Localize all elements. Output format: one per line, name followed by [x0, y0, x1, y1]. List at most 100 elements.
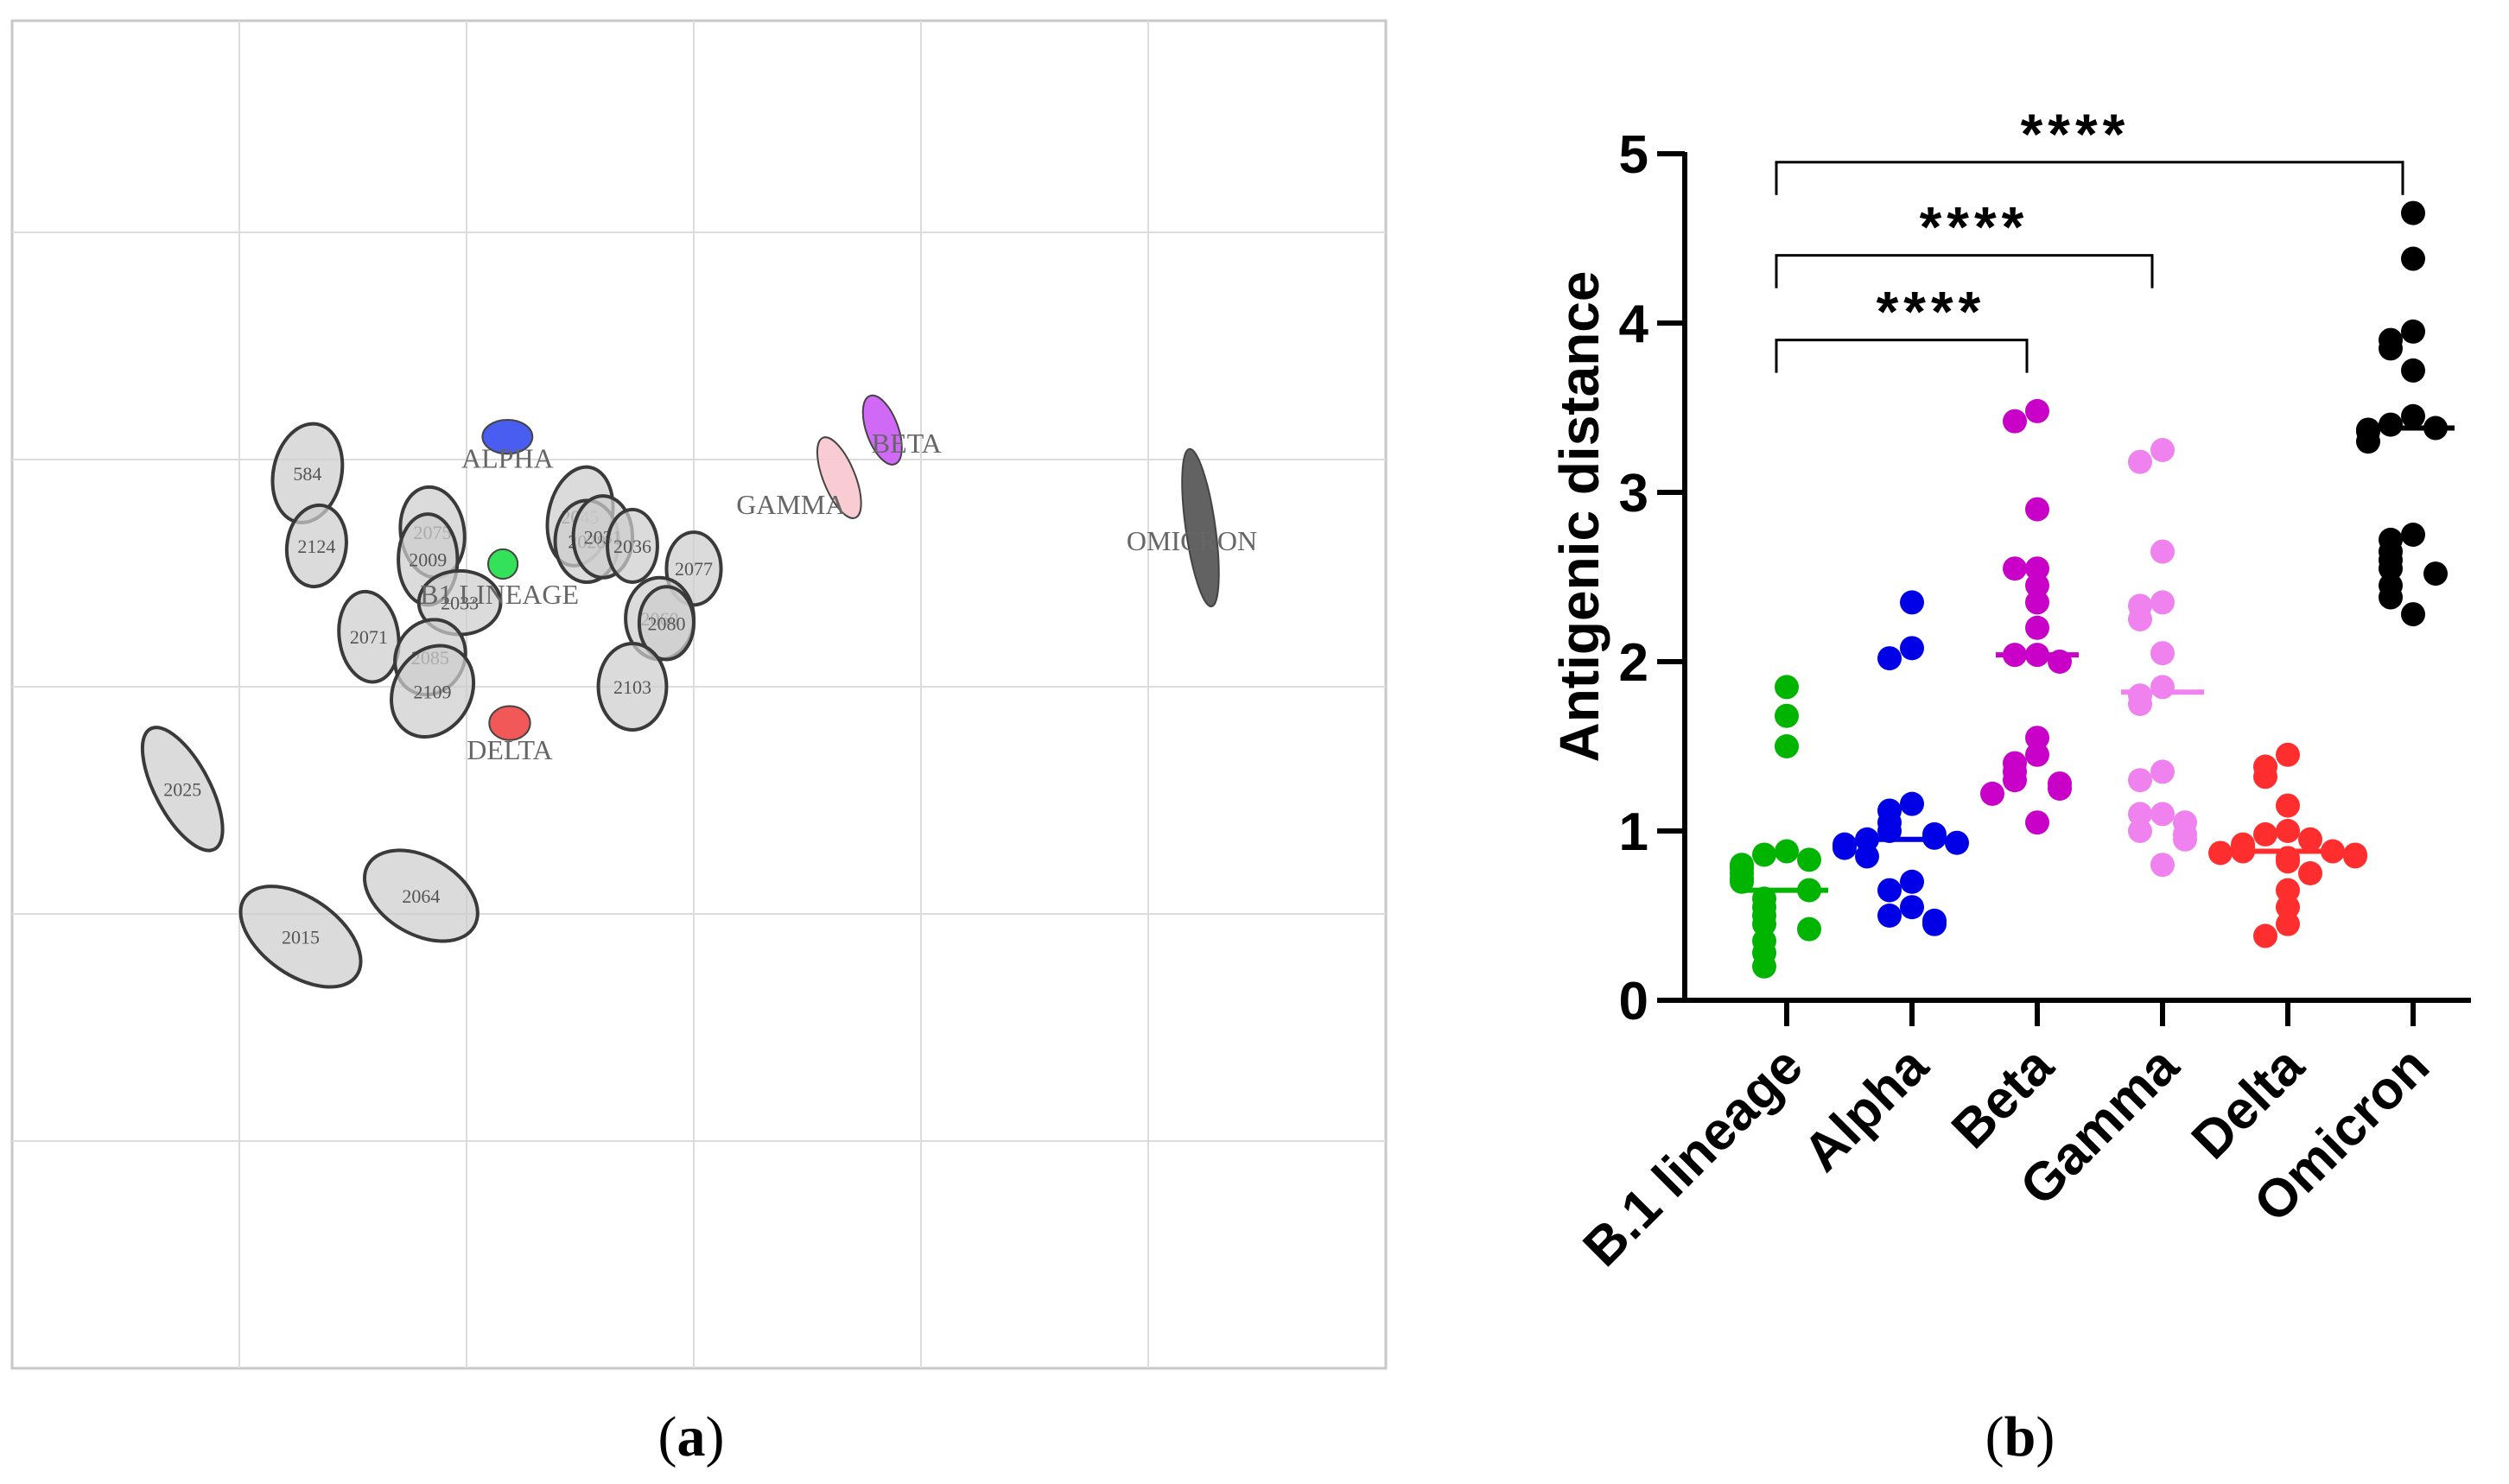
antigen-label: B1 LINEAGE [420, 579, 579, 610]
significance-label: **** [2021, 102, 2131, 166]
serum-ellipse [337, 589, 401, 684]
dot-plot-medians [1745, 425, 2455, 893]
data-point [2128, 768, 2152, 793]
data-point [1922, 911, 1947, 936]
data-point [2150, 641, 2175, 666]
data-point [1980, 781, 2004, 806]
data-point [2048, 777, 2072, 801]
data-point [2253, 923, 2277, 948]
data-point [2128, 802, 2152, 827]
antigen-ellipse [816, 436, 862, 519]
data-point [1775, 703, 1799, 728]
antigenic-map-antigens: ALPHA B1 LINEAGE DELTA GAMMA BETA OMICRON [420, 394, 1257, 765]
antigenic-map-sera: 5842124207520092033207120852109204520282… [140, 422, 723, 989]
significance-label: **** [1877, 280, 1986, 344]
data-point [2025, 398, 2049, 423]
data-point [2401, 319, 2425, 344]
data-point [2276, 895, 2300, 920]
data-point [1775, 675, 1799, 700]
serum-label: 2009 [409, 549, 447, 571]
data-point [2401, 200, 2425, 225]
serum-label: 2036 [613, 536, 651, 557]
data-point [2128, 819, 2152, 843]
data-point [2298, 861, 2322, 885]
data-point [1775, 734, 1799, 758]
data-point [2231, 839, 2255, 864]
data-point [2276, 911, 2300, 936]
antigen-ellipse [481, 418, 534, 455]
data-point [2401, 246, 2425, 271]
data-point [2356, 429, 2380, 454]
antigen-ellipse [486, 548, 519, 580]
y-tick-label: 1 [1619, 802, 1648, 862]
data-point [1752, 911, 1776, 936]
serum-label: 2077 [675, 558, 713, 580]
dot-plot-points [1730, 200, 2448, 979]
antigen-ellipse [488, 705, 531, 741]
antigen-ellipse [1181, 447, 1220, 608]
data-point [2003, 409, 2027, 434]
data-point [1877, 904, 1902, 928]
antigen-ellipse [861, 394, 903, 466]
data-point [2150, 853, 2175, 878]
serum-label: 2015 [282, 926, 320, 948]
y-tick-label: 4 [1619, 295, 1649, 354]
antigenic-map-frame [10, 19, 1388, 1370]
data-point [2150, 539, 2175, 564]
serum-ellipse [238, 885, 363, 989]
panel-label-b: (b) [1985, 1405, 2055, 1468]
serum-label: 2080 [647, 612, 685, 634]
serum-ellipse [389, 644, 476, 739]
significance-brackets: **** **** **** [1775, 102, 2404, 373]
antigen-label: DELTA [467, 734, 552, 765]
serum-label: 2025 [163, 778, 201, 800]
serum-label: 2064 [402, 885, 440, 907]
data-point [1855, 827, 1879, 852]
data-point [1797, 847, 1821, 872]
data-point [1877, 646, 1902, 671]
y-axis-label: Antigenic distance [1548, 271, 1610, 763]
data-point [2150, 590, 2175, 615]
serum-label: 584 [293, 463, 321, 485]
data-point [1752, 842, 1776, 867]
significance-bracket [1775, 339, 2029, 373]
antigen-label: BETA [872, 428, 942, 459]
data-point [2025, 742, 2049, 767]
data-point [2003, 556, 2027, 581]
serum-label: 2033 [441, 593, 479, 614]
data-point [2423, 561, 2448, 587]
data-point [1900, 636, 1924, 661]
data-point [2343, 844, 2367, 869]
data-point [2379, 412, 2403, 437]
serum-label: 2124 [297, 536, 335, 557]
data-point [1752, 954, 1776, 979]
serum-ellipse [637, 585, 696, 662]
y-tick-label: 2 [1619, 633, 1648, 693]
data-point [1945, 830, 1969, 855]
data-point [2150, 438, 2175, 462]
data-point [2128, 692, 2152, 716]
data-point [2025, 556, 2049, 581]
data-point [2276, 793, 2300, 818]
data-point [2298, 827, 2322, 852]
data-point [2321, 839, 2345, 864]
data-point [2003, 768, 2027, 793]
y-tick-label: 0 [1619, 972, 1648, 1031]
data-point [1900, 869, 1924, 894]
panel-label-a-letter: a [677, 1405, 706, 1468]
serum-ellipse [596, 642, 669, 732]
data-point [1833, 835, 1857, 860]
serum-label: 2109 [414, 681, 452, 702]
data-point [2025, 810, 2049, 835]
serum-ellipse [606, 507, 659, 585]
x-tick-label: Alpha [1792, 1036, 1940, 1183]
data-point [1797, 916, 1821, 942]
data-point [2401, 403, 2425, 428]
data-point [2025, 573, 2049, 598]
data-point [2253, 764, 2277, 790]
serum-ellipse [362, 848, 480, 943]
data-point [2379, 556, 2403, 581]
data-point [1855, 844, 1879, 869]
